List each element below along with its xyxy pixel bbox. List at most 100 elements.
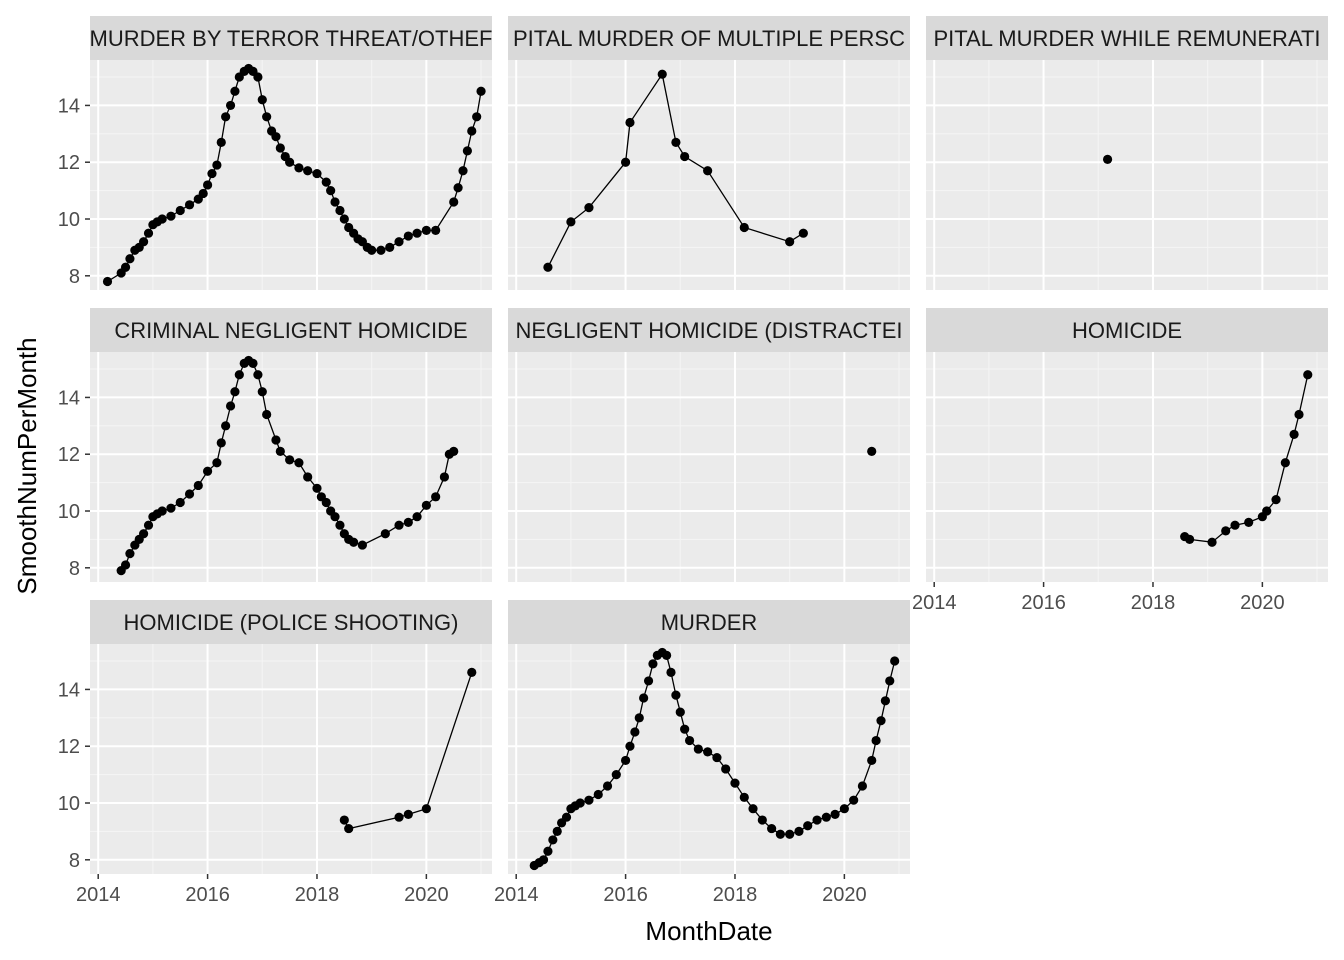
- facet-panel: HOMICIDE 2014 2016 2018 2020: [912, 308, 1328, 614]
- series-group: [1180, 370, 1313, 547]
- facet-strip-label: PITAL MURDER OF MULTIPLE PERSC: [513, 26, 905, 51]
- data-point: [703, 747, 713, 757]
- data-point: [785, 829, 795, 839]
- data-point: [184, 200, 195, 210]
- y-tick-label: 14: [58, 387, 80, 409]
- x-tick-label: 2016: [1021, 592, 1066, 614]
- data-point: [1262, 506, 1272, 516]
- y-tick-label: 14: [58, 679, 80, 701]
- panel-background: [90, 644, 492, 874]
- data-point: [476, 86, 486, 96]
- data-point: [1244, 517, 1254, 527]
- x-tick-label: 2014: [494, 884, 539, 906]
- facet-strip-label: HOMICIDE (POLICE SHOOTING): [124, 610, 459, 635]
- facet-strip: [926, 308, 1328, 352]
- data-point: [344, 823, 354, 834]
- data-point: [620, 157, 631, 167]
- data-point: [890, 656, 900, 666]
- data-point: [721, 764, 731, 774]
- data-point: [798, 228, 808, 238]
- series-group: [102, 63, 486, 287]
- data-point: [326, 186, 336, 196]
- data-point: [394, 812, 404, 822]
- panel-background: [926, 352, 1328, 582]
- data-point: [403, 517, 413, 527]
- y-tick-label: 10: [58, 209, 80, 231]
- data-point: [431, 492, 441, 502]
- data-point: [630, 727, 640, 737]
- data-point: [157, 214, 167, 224]
- data-point: [349, 537, 359, 547]
- data-point: [303, 166, 313, 176]
- x-tick-label: 2018: [295, 884, 340, 906]
- y-axis-title: SmoothNumPerMonth: [12, 337, 42, 594]
- data-point: [1102, 154, 1113, 164]
- data-point: [1207, 537, 1217, 547]
- x-tick-label: 2018: [713, 884, 758, 906]
- data-point: [767, 823, 777, 834]
- data-point: [593, 789, 603, 800]
- data-point: [602, 781, 613, 791]
- panel-background: [508, 644, 910, 874]
- data-point: [453, 183, 463, 193]
- facet-strip-label: MURDER: [661, 610, 758, 635]
- data-point: [234, 370, 244, 380]
- data-point: [125, 549, 135, 559]
- data-point: [684, 735, 695, 746]
- data-point: [385, 242, 395, 253]
- data-point: [225, 401, 236, 411]
- series-group: [339, 667, 477, 834]
- data-point: [648, 659, 658, 669]
- data-point: [538, 855, 549, 865]
- data-point: [467, 667, 477, 677]
- data-point: [671, 137, 681, 147]
- data-point: [1294, 409, 1304, 420]
- data-point: [543, 262, 553, 272]
- data-point: [821, 812, 831, 822]
- data-point: [849, 795, 859, 805]
- x-tick-label: 2014: [76, 884, 121, 906]
- x-tick-label: 2018: [1131, 592, 1176, 614]
- x-tick-label: 2014: [912, 592, 957, 614]
- data-point: [620, 755, 631, 766]
- y-tick-label: 10: [58, 793, 80, 815]
- data-point: [439, 472, 450, 482]
- facet-strip-label: HOMICIDE: [1072, 318, 1182, 343]
- data-point: [625, 741, 635, 751]
- data-point: [467, 126, 477, 136]
- data-point: [680, 724, 690, 734]
- data-point: [543, 846, 553, 856]
- data-point: [449, 446, 459, 456]
- data-point: [867, 755, 877, 766]
- y-tick-label: 10: [58, 501, 80, 523]
- data-point: [275, 446, 285, 456]
- data-point: [876, 716, 886, 726]
- data-point: [207, 168, 217, 179]
- series-group: [529, 647, 900, 871]
- x-tick-label: 2020: [404, 884, 449, 906]
- data-point: [221, 112, 231, 122]
- data-point: [885, 676, 895, 686]
- data-point: [449, 197, 459, 207]
- data-point: [216, 438, 226, 448]
- data-point: [748, 804, 758, 814]
- data-point: [230, 86, 240, 96]
- data-point: [662, 650, 672, 660]
- data-point: [143, 228, 154, 238]
- y-tick-label: 8: [69, 850, 80, 872]
- series-group: [543, 69, 808, 272]
- data-point: [830, 809, 840, 819]
- data-point: [639, 693, 649, 703]
- x-tick-label: 2020: [822, 884, 867, 906]
- panel-background: [90, 352, 492, 582]
- data-point: [871, 735, 881, 746]
- data-point: [339, 815, 349, 825]
- x-tick-label: 2020: [1240, 592, 1285, 614]
- data-point: [120, 262, 131, 272]
- data-point: [462, 146, 472, 156]
- y-tick-label: 12: [58, 152, 80, 174]
- data-point: [1289, 429, 1299, 439]
- data-point: [394, 520, 404, 530]
- data-point: [757, 815, 767, 825]
